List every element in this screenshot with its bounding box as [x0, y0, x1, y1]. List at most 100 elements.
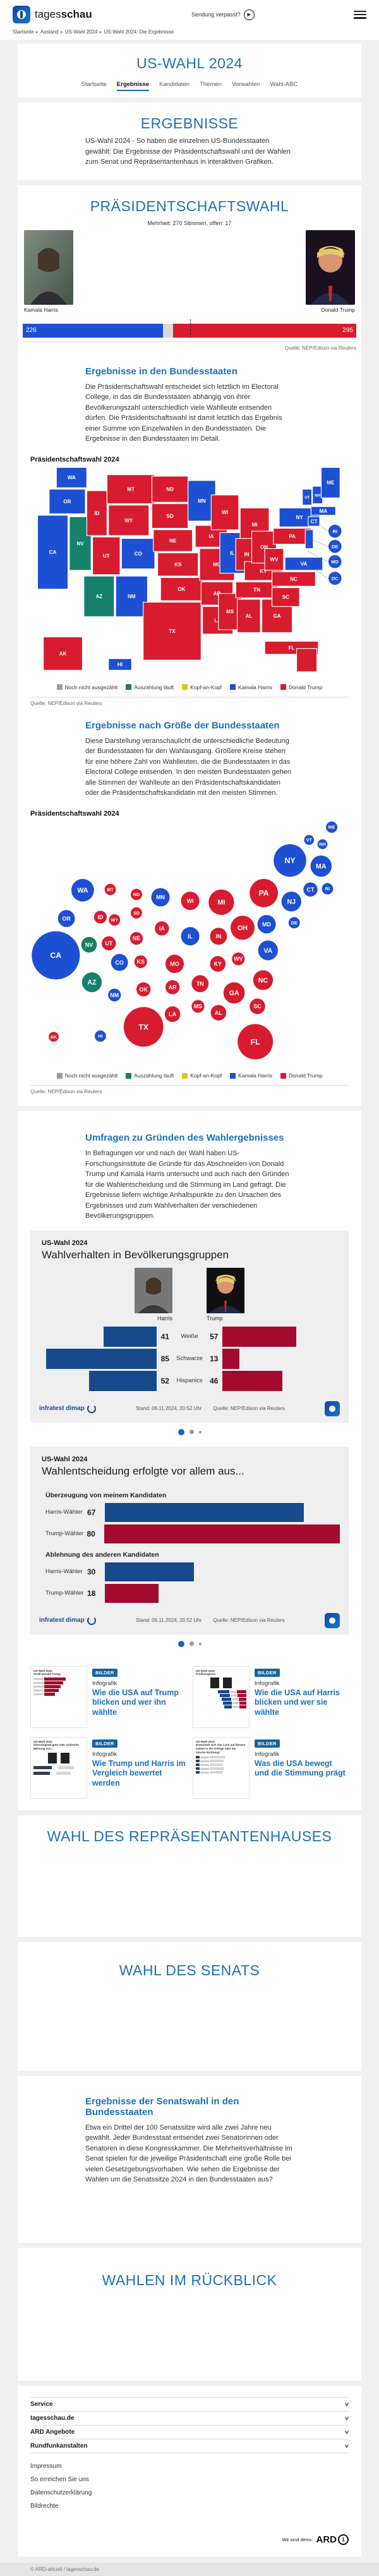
bubble-IA[interactable]: IA — [155, 921, 169, 936]
state-AZ[interactable]: AZ — [83, 575, 115, 617]
teaser-title[interactable]: Wie Trump und Harris im Vergleich bewert… — [92, 1758, 186, 1788]
bubble-KY[interactable]: KY — [210, 955, 226, 972]
dot-3[interactable] — [198, 1430, 202, 1433]
footer-accordion-tagesschau-de[interactable]: tagesschau.de ∨ — [30, 2410, 349, 2425]
state-CA[interactable]: CA — [37, 514, 69, 589]
bubble-SC[interactable]: SC — [250, 998, 265, 1014]
state-NM[interactable]: NM — [115, 575, 148, 617]
bubble-MT[interactable]: MT — [104, 883, 116, 895]
bubble-OH[interactable]: OH — [230, 915, 255, 940]
tab-ergebnisse[interactable]: Ergebnisse — [116, 81, 150, 91]
state-UT[interactable]: UT — [92, 536, 121, 575]
bubble-CA[interactable]: CA — [32, 931, 80, 979]
bubble-ID[interactable]: ID — [93, 911, 107, 924]
state-HI[interactable]: HI — [108, 658, 132, 671]
state-PA[interactable]: PA — [273, 527, 312, 544]
breadcrumb-item[interactable]: Startseite — [13, 29, 34, 35]
bubble-IL[interactable]: IL — [181, 926, 200, 945]
bubble-NM[interactable]: NM — [108, 988, 121, 1002]
state-WA[interactable]: WA — [56, 467, 87, 488]
state-ID[interactable]: ID — [86, 489, 107, 536]
state-OH[interactable]: OH — [251, 531, 277, 563]
dot-active[interactable] — [177, 1428, 184, 1435]
tab-kandidaten[interactable]: Kandidaten — [159, 81, 190, 88]
bubble-CT[interactable]: CT — [303, 882, 318, 897]
state-OR[interactable]: OR — [49, 488, 86, 514]
teaser-card-2[interactable]: US-Wahl 2024 Profilvergleich BILDER Infogra… — [193, 1665, 349, 1728]
bubble-NC[interactable]: NC — [253, 970, 274, 990]
teaser-title[interactable]: Wie die USA auf Harris blicken und wer s… — [255, 1688, 340, 1717]
state-DE[interactable]: DE — [328, 539, 342, 553]
teaser-title[interactable]: Wie die USA auf Trump blicken und wer ih… — [92, 1688, 179, 1717]
electoral-vote-bar[interactable]: 226 295 — [23, 319, 356, 338]
bubble-MA[interactable]: MA — [310, 855, 332, 877]
footer-link-bildrechte[interactable]: Bildrechte — [30, 2502, 59, 2510]
bubble-NE[interactable]: NE — [129, 931, 143, 945]
bubble-ND[interactable]: ND — [131, 888, 142, 900]
state-AL[interactable]: AL — [237, 598, 261, 633]
bubble-cartogram[interactable]: ME VT NH NY MA WA MT ND MN WI MI PA NJ CT RI OR ID WY SD IA… — [18, 820, 361, 1067]
tab-vorwahlen[interactable]: Vorwahlen — [231, 81, 260, 88]
state-WI[interactable]: WI — [210, 494, 239, 530]
state-TN[interactable]: TN — [235, 581, 279, 598]
bubble-OR[interactable]: OR — [57, 909, 75, 927]
dot-2[interactable] — [189, 1641, 194, 1647]
state-AK[interactable]: AK — [43, 636, 83, 671]
bubble-UT[interactable]: UT — [102, 936, 116, 950]
footer-accordion-ard-angebote[interactable]: ARD Angebote ∨ — [30, 2424, 349, 2439]
footer-link-so-erreichen-sie-uns[interactable]: So erreichen Sie uns — [30, 2475, 89, 2483]
hamburger-menu-icon[interactable] — [354, 10, 366, 19]
state-CO[interactable]: CO — [121, 537, 155, 569]
bubble-MD[interactable]: MD — [257, 914, 276, 933]
bubble-CO[interactable]: CO — [111, 954, 128, 971]
state-WV[interactable]: WV — [264, 548, 284, 571]
breadcrumb-item[interactable]: Ausland — [40, 29, 59, 35]
bubble-VA[interactable]: VA — [258, 940, 278, 960]
teaser-card-4[interactable]: US-Wahl 2024 Entwickelt sich das Land auf… — [193, 1736, 349, 1799]
teaser-card-3[interactable]: US-Wahl 2024 Überwiegend gute oder schlec… — [30, 1736, 186, 1799]
footer-link-datenschutzerklärung[interactable]: Datenschutzerklärung — [30, 2489, 92, 2496]
state-ME[interactable]: ME — [320, 467, 340, 498]
bubble-LA[interactable]: LA — [164, 1006, 181, 1022]
tab-wahl-abc[interactable]: Wahl-ABC — [270, 81, 298, 88]
state-NJ[interactable] — [304, 529, 314, 549]
bubble-AL[interactable]: AL — [210, 1004, 227, 1021]
missed-show-link[interactable]: Sendung verpasst? ▶ — [92, 9, 354, 20]
dot-2[interactable] — [189, 1430, 194, 1435]
state-MA[interactable]: MA — [310, 506, 336, 515]
state-DC[interactable]: DC — [328, 571, 342, 585]
bubble-KS[interactable]: KS — [134, 955, 147, 968]
footer-link-impressum[interactable]: Impressum — [30, 2462, 62, 2470]
state-FL2[interactable] — [296, 647, 318, 672]
state-TX[interactable]: TX — [143, 601, 202, 661]
state-MT[interactable]: MT — [106, 474, 155, 504]
bubble-AZ[interactable]: AZ — [81, 972, 102, 992]
bubble-HI[interactable]: HI — [94, 1030, 106, 1042]
footer-accordion-service[interactable]: Service ∨ — [30, 2396, 349, 2411]
bubble-TX[interactable]: TX — [123, 1007, 164, 1047]
bubble-AK[interactable]: AK — [49, 1031, 59, 1042]
bubble-WI[interactable]: WI — [181, 891, 200, 910]
dot-active[interactable] — [177, 1640, 184, 1647]
breadcrumb-item[interactable]: US-Wahl 2024 — [64, 29, 98, 35]
dot-3[interactable] — [198, 1642, 202, 1645]
bubble-IN[interactable]: IN — [210, 927, 227, 945]
bubble-WA[interactable]: WA — [71, 878, 94, 902]
bubble-DE[interactable]: DE — [288, 917, 300, 929]
bubble-NJ[interactable]: NJ — [281, 891, 301, 912]
state-KS[interactable]: KS — [157, 552, 199, 577]
tab-startseite[interactable]: Startseite — [81, 81, 107, 88]
state-VA[interactable]: VA — [284, 556, 323, 571]
bubble-NH[interactable]: NH — [317, 838, 328, 849]
bubble-TN[interactable]: TN — [191, 974, 209, 992]
carousel-dots[interactable] — [18, 1635, 361, 1650]
state-NE[interactable]: NE — [153, 529, 193, 552]
bubble-NY[interactable]: NY — [274, 843, 306, 877]
teaser-card-1[interactable]: US-Wahl 2024 Profil Donald Trump BILDER Inf… — [30, 1665, 186, 1728]
bubble-ME[interactable]: ME — [326, 821, 338, 833]
bubble-WY[interactable]: WY — [109, 914, 121, 926]
teaser-title[interactable]: Was die USA bewegt und die Stimmung präg… — [255, 1758, 346, 1778]
state-NC[interactable]: NC — [272, 571, 316, 587]
bubble-FL[interactable]: FL — [238, 1024, 274, 1060]
bubble-MI[interactable]: MI — [208, 889, 234, 915]
